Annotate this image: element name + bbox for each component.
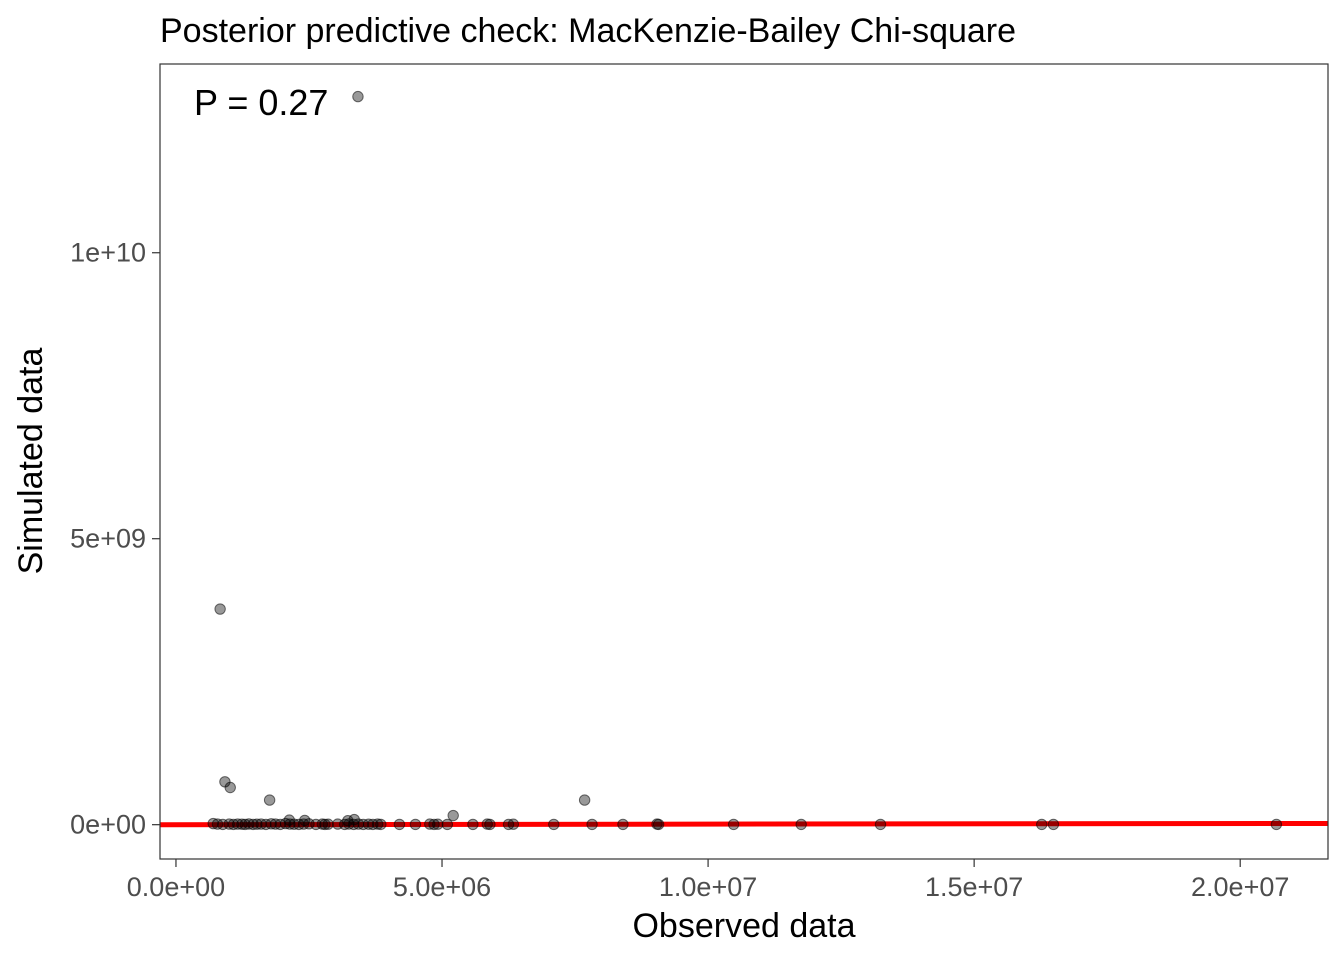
data-point xyxy=(284,818,296,830)
data-point xyxy=(1036,818,1048,831)
data-point xyxy=(362,818,375,830)
data-point xyxy=(283,814,295,826)
data-point xyxy=(224,781,236,794)
data-point xyxy=(1047,818,1060,831)
data-point xyxy=(507,818,520,830)
data-point xyxy=(393,818,406,831)
x-tick-label: 1.0e+07 xyxy=(659,872,757,902)
x-tick-label: 0.0e+00 xyxy=(127,872,225,902)
data-point xyxy=(263,794,276,806)
data-point xyxy=(319,818,331,831)
panel-border xyxy=(159,63,1329,860)
data-point xyxy=(432,818,444,830)
x-tick-label: 1.5e+07 xyxy=(925,872,1023,902)
y-tick-label: 0e+00 xyxy=(70,810,146,840)
plot-area: P = 0.27 xyxy=(159,82,1329,831)
data-point xyxy=(227,818,240,831)
x-axis: 0.0e+00 5.0e+06 1.0e+07 1.5e+07 2.0e+07 xyxy=(127,859,1289,902)
data-point xyxy=(874,818,887,831)
x-tick-label: 5.0e+06 xyxy=(393,872,491,902)
data-point xyxy=(247,818,259,831)
p-value-annotation: P = 0.27 xyxy=(194,82,328,123)
data-point xyxy=(243,818,255,830)
data-point xyxy=(441,818,454,831)
chart-title: Posterior predictive check: MacKenzie-Ba… xyxy=(160,12,1016,50)
y-tick-label: 1e+10 xyxy=(70,238,146,268)
data-point xyxy=(239,818,251,831)
data-point xyxy=(371,818,384,830)
y-axis-title: Simulated data xyxy=(12,348,50,575)
data-point xyxy=(467,818,479,831)
data-point xyxy=(652,818,665,831)
data-point xyxy=(299,814,311,827)
data-point xyxy=(548,818,560,831)
data-point xyxy=(424,818,436,830)
x-axis-title: Observed data xyxy=(632,907,855,945)
data-point xyxy=(375,818,387,831)
data-point xyxy=(428,818,440,831)
data-point xyxy=(447,809,459,822)
data-point xyxy=(352,90,364,103)
data-point xyxy=(727,818,740,831)
data-point xyxy=(617,818,629,831)
data-point xyxy=(1270,818,1283,831)
data-point xyxy=(348,813,360,826)
data-point xyxy=(322,818,334,830)
y-tick-label: 5e+09 xyxy=(70,524,146,554)
data-point xyxy=(586,818,598,831)
data-point xyxy=(795,818,807,831)
x-tick-label: 2.0e+07 xyxy=(1191,872,1289,902)
data-point xyxy=(578,794,591,806)
data-point xyxy=(223,818,235,830)
data-point xyxy=(214,603,226,615)
y-axis: 0e+00 5e+09 1e+10 xyxy=(70,238,160,840)
data-point xyxy=(207,817,219,830)
data-point xyxy=(265,818,277,830)
data-point xyxy=(409,818,422,831)
data-point xyxy=(251,818,263,830)
data-point xyxy=(484,818,496,831)
